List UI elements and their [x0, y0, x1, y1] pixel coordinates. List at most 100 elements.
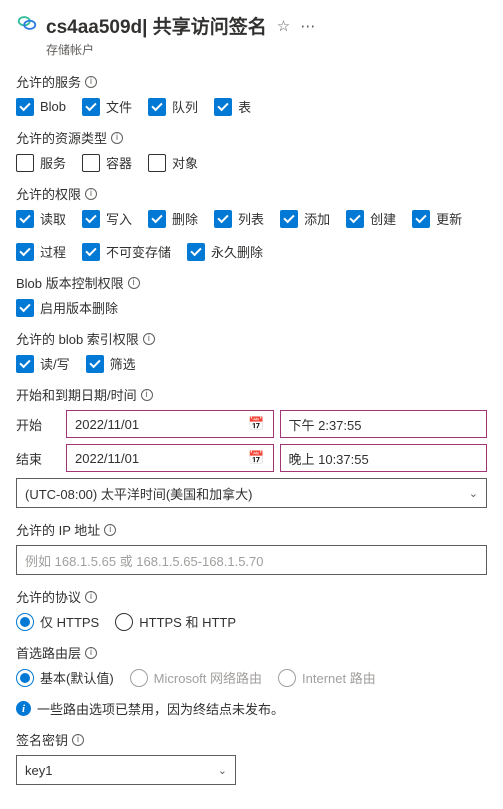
permission-checkbox[interactable]: 读取	[16, 209, 66, 228]
info-filled-icon: i	[16, 701, 31, 716]
info-icon[interactable]: i	[85, 76, 97, 88]
permission-checkbox[interactable]: 过程	[16, 242, 66, 261]
radio-circle	[16, 613, 34, 631]
checkbox-box	[82, 210, 100, 228]
permission-checkbox[interactable]: 不可变存储	[82, 242, 171, 261]
info-icon[interactable]: i	[141, 389, 153, 401]
end-time-input[interactable]: 晚上 10:37:55	[280, 444, 488, 472]
service-checkbox[interactable]: Blob	[16, 98, 66, 116]
checkbox-label: 启用版本删除	[40, 298, 118, 317]
checkbox-box	[16, 98, 34, 116]
start-time-input[interactable]: 下午 2:37:55	[280, 410, 488, 438]
blob-version-section: Blob 版本控制权限 i 启用版本删除	[16, 273, 487, 317]
resource-types-section: 允许的资源类型 i 服务 容器 对象	[16, 128, 487, 172]
checkbox-label: 读取	[40, 209, 66, 228]
radio-label: 仅 HTTPS	[40, 612, 99, 631]
routing-note: i 一些路由选项已禁用，因为终结点未发布。	[16, 699, 487, 718]
checkbox-label: 删除	[172, 209, 198, 228]
calendar-icon: 📅	[248, 416, 264, 432]
info-icon[interactable]: i	[72, 734, 84, 746]
datetime-section: 开始和到期日期/时间 i 开始 2022/11/01📅 下午 2:37:55 结束…	[16, 385, 487, 508]
permission-checkbox[interactable]: 永久删除	[187, 242, 263, 261]
info-icon[interactable]: i	[85, 188, 97, 200]
radio-label: Internet 路由	[302, 668, 376, 687]
resource-types-label: 允许的资源类型	[16, 128, 107, 147]
chevron-down-icon: ⌄	[469, 487, 478, 500]
page-title: cs4aa509d| 共享访问签名	[46, 12, 267, 39]
blob-index-checkbox[interactable]: 读/写	[16, 354, 70, 373]
checkbox-box	[187, 243, 205, 261]
info-icon[interactable]: i	[111, 132, 123, 144]
protocol-radio[interactable]: 仅 HTTPS	[16, 612, 99, 631]
permissions-section: 允许的权限i 读取写入删除列表添加创建更新过程不可变存储永久删除	[16, 184, 487, 261]
routing-section: 首选路由层 i 基本(默认值) Microsoft 网络路由 Internet 路由	[16, 643, 487, 687]
allowed-ip-input[interactable]: 例如 168.1.5.65 或 168.1.5.65-168.1.5.70	[16, 545, 487, 575]
routing-radio[interactable]: 基本(默认值)	[16, 668, 114, 687]
blob-index-label: 允许的 blob 索引权限	[16, 329, 139, 348]
blob-index-section: 允许的 blob 索引权限 i 读/写 筛选	[16, 329, 487, 373]
info-icon[interactable]: i	[128, 277, 140, 289]
checkbox-label: 列表	[238, 209, 264, 228]
permission-checkbox[interactable]: 添加	[280, 209, 330, 228]
radio-circle	[130, 669, 148, 687]
calendar-icon: 📅	[248, 450, 264, 466]
service-checkbox[interactable]: 队列	[148, 97, 198, 116]
info-icon[interactable]: i	[85, 647, 97, 659]
blob-version-checkbox[interactable]: 启用版本删除	[16, 298, 118, 317]
signing-key-select[interactable]: key1⌄	[16, 755, 236, 785]
info-icon[interactable]: i	[85, 591, 97, 603]
info-icon[interactable]: i	[143, 333, 155, 345]
permission-checkbox[interactable]: 删除	[148, 209, 198, 228]
routing-label: 首选路由层	[16, 643, 81, 662]
datetime-label: 开始和到期日期/时间	[16, 385, 137, 404]
signing-key-section: 签名密钥i key1⌄	[16, 730, 487, 785]
radio-circle	[16, 669, 34, 687]
checkbox-label: 容器	[106, 153, 132, 172]
checkbox-box	[412, 210, 430, 228]
checkbox-label: 筛选	[110, 354, 136, 373]
timezone-select[interactable]: (UTC-08:00) 太平洋时间(美国和加拿大)⌄	[16, 478, 487, 508]
checkbox-label: 创建	[370, 209, 396, 228]
blob-version-label: Blob 版本控制权限	[16, 273, 124, 292]
start-date-input[interactable]: 2022/11/01📅	[66, 410, 274, 438]
checkbox-label: 过程	[40, 242, 66, 261]
permission-checkbox[interactable]: 创建	[346, 209, 396, 228]
protocol-section: 允许的协议i 仅 HTTPSHTTPS 和 HTTP	[16, 587, 487, 631]
checkbox-box	[16, 355, 34, 373]
checkbox-label: 文件	[106, 97, 132, 116]
checkbox-box	[82, 243, 100, 261]
checkbox-label: 对象	[172, 153, 198, 172]
radio-label: Microsoft 网络路由	[154, 668, 262, 687]
radio-label: 基本(默认值)	[40, 668, 114, 687]
checkbox-label: 添加	[304, 209, 330, 228]
start-label: 开始	[16, 415, 60, 434]
permission-checkbox[interactable]: 写入	[82, 209, 132, 228]
permission-checkbox[interactable]: 列表	[214, 209, 264, 228]
end-label: 结束	[16, 449, 60, 468]
checkbox-label: 读/写	[40, 354, 70, 373]
resource-type-checkbox[interactable]: 容器	[82, 153, 132, 172]
end-date-input[interactable]: 2022/11/01📅	[66, 444, 274, 472]
checkbox-label: 队列	[172, 97, 198, 116]
checkbox-box	[86, 355, 104, 373]
checkbox-box	[82, 98, 100, 116]
resource-type-checkbox[interactable]: 服务	[16, 153, 66, 172]
favorite-icon[interactable]: ☆	[277, 17, 290, 35]
checkbox-box	[16, 154, 34, 172]
resource-type-checkbox[interactable]: 对象	[148, 153, 198, 172]
link-icon	[16, 12, 38, 37]
service-checkbox[interactable]: 表	[214, 97, 251, 116]
checkbox-box	[148, 98, 166, 116]
protocol-radio[interactable]: HTTPS 和 HTTP	[115, 612, 236, 631]
checkbox-label: 更新	[436, 209, 462, 228]
info-icon[interactable]: i	[104, 524, 116, 536]
radio-label: HTTPS 和 HTTP	[139, 612, 236, 631]
service-checkbox[interactable]: 文件	[82, 97, 132, 116]
checkbox-box	[148, 210, 166, 228]
checkbox-box	[148, 154, 166, 172]
blob-index-checkbox[interactable]: 筛选	[86, 354, 136, 373]
allowed-ip-label: 允许的 IP 地址	[16, 520, 100, 539]
permission-checkbox[interactable]: 更新	[412, 209, 462, 228]
checkbox-box	[346, 210, 364, 228]
more-icon[interactable]: ⋯	[300, 17, 315, 35]
